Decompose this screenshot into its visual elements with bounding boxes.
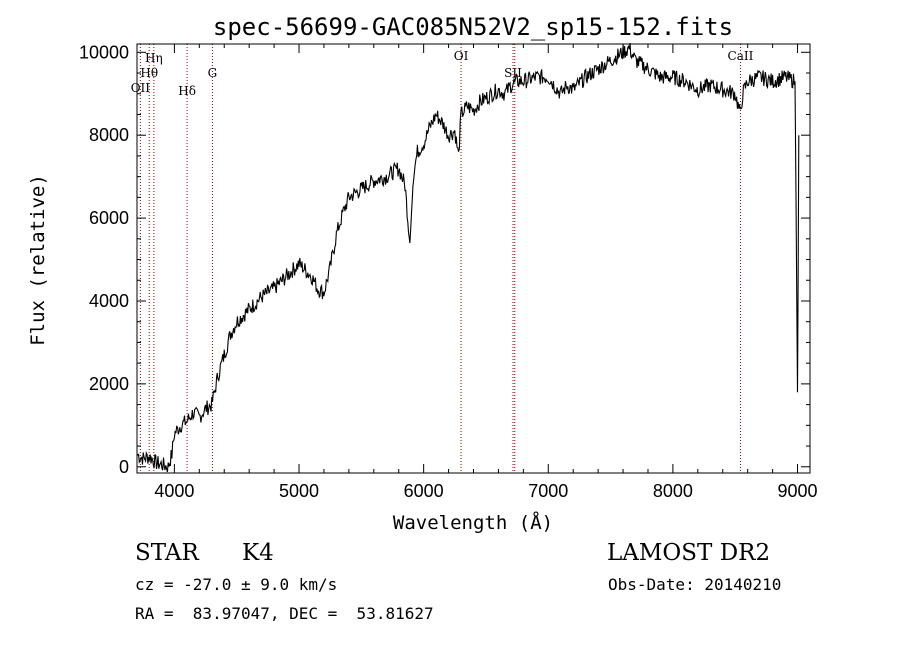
y-tick-label: 4000 bbox=[89, 291, 129, 311]
y-axis-label: Flux (relative) bbox=[27, 174, 49, 346]
y-tick-label: 0 bbox=[119, 457, 129, 477]
spectral-line-label: SII bbox=[504, 66, 522, 80]
x-tick-label: 8000 bbox=[653, 481, 693, 501]
y-tick-label: 2000 bbox=[89, 374, 129, 394]
spectral-line-label: Hη bbox=[145, 51, 163, 65]
y-tick-label: 8000 bbox=[89, 125, 129, 145]
y-tick-label: 10000 bbox=[79, 42, 129, 62]
x-tick-label: 7000 bbox=[528, 481, 568, 501]
object-class: STAR bbox=[135, 540, 199, 566]
velocity-text: cz = -27.0 ± 9.0 km/s bbox=[135, 575, 338, 594]
x-tick-label: 6000 bbox=[404, 481, 444, 501]
spectral-line-label: Hδ bbox=[178, 84, 196, 98]
x-tick-label: 9000 bbox=[778, 481, 818, 501]
spectral-line-label: OII bbox=[131, 81, 151, 95]
y-tick-label: 6000 bbox=[89, 208, 129, 228]
spectrum-series bbox=[136, 43, 800, 473]
spectral-line-label: OI bbox=[454, 49, 469, 63]
axis-ticks: 4000 5000 6000 7000 8000 9000 0 2000 4000 6000 800… bbox=[79, 42, 818, 501]
coords-text: RA = 83.97047, DEC = 53.81627 bbox=[135, 604, 434, 623]
spectral-line-label: Hθ bbox=[140, 66, 158, 80]
chart-title: spec-56699-GAC085N52V2_sp15-152.fits bbox=[213, 13, 733, 41]
obs-date-text: Obs-Date: 20140210 bbox=[608, 575, 782, 594]
spectral-line-label: G bbox=[208, 66, 218, 80]
spectral-line-label: CaII bbox=[728, 49, 754, 63]
x-tick-label: 5000 bbox=[279, 481, 319, 501]
x-axis-label: Wavelength (Å) bbox=[393, 511, 553, 534]
spectrum-chart: spec-56699-GAC085N52V2_sp15-152.fits OII… bbox=[27, 13, 818, 534]
spectrum-line bbox=[136, 43, 800, 473]
object-subclass: K4 bbox=[242, 540, 274, 566]
x-tick-label: 4000 bbox=[154, 481, 194, 501]
survey-name: LAMOST DR2 bbox=[607, 540, 771, 566]
